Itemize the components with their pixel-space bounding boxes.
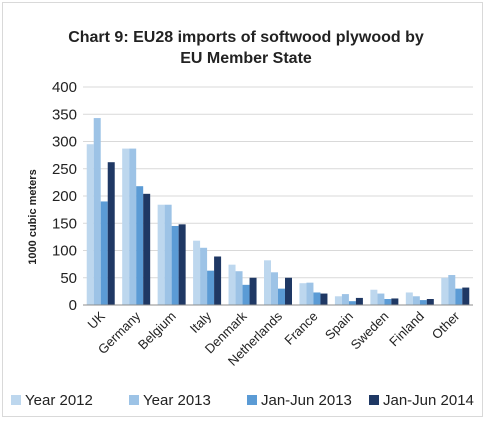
bar-uk-series-2 xyxy=(93,118,101,305)
y-tick-label: 100 xyxy=(52,243,77,260)
y-tick-label: 250 xyxy=(52,161,77,178)
bar-finland-series-4 xyxy=(426,299,434,305)
x-tick-label: UK xyxy=(84,308,108,332)
bar-uk-series-4 xyxy=(107,162,115,305)
bar-denmark-series-3 xyxy=(242,284,250,305)
bar-spain-series-4 xyxy=(355,297,363,305)
x-tick-label: Belgium xyxy=(135,309,179,353)
chart-svg: Chart 9: EU28 imports of softwood plywoo… xyxy=(11,29,474,409)
bar-other-series-4 xyxy=(462,287,470,305)
legend: Year 2012 Year 2013 Jan-Jun 2013 Jan-Jun 20… xyxy=(11,392,474,409)
bar-germany-series-1 xyxy=(122,148,130,305)
bar-finland-series-3 xyxy=(419,300,427,305)
legend-swatch xyxy=(11,395,21,405)
bar-uk-series-3 xyxy=(100,201,108,305)
bar-other-series-3 xyxy=(455,288,463,305)
x-tick-label: France xyxy=(281,309,320,348)
bar-netherlands-series-3 xyxy=(278,288,285,305)
bar-france-series-4 xyxy=(320,293,328,305)
bar-germany-series-3 xyxy=(136,186,144,305)
legend-swatch xyxy=(247,395,257,405)
y-tick-label: 150 xyxy=(52,215,77,232)
bar-spain-series-2 xyxy=(341,294,349,305)
x-tick-label: Finland xyxy=(386,309,427,350)
bars xyxy=(86,118,470,305)
y-tick-label: 300 xyxy=(52,134,77,151)
legend-label: Year 2013 xyxy=(143,392,211,409)
bar-netherlands-series-4 xyxy=(285,277,292,305)
legend-swatch xyxy=(369,395,379,405)
legend-label: Jan-Jun 2014 xyxy=(383,392,474,409)
bar-france-series-1 xyxy=(299,283,307,305)
x-tick-label: Sweden xyxy=(348,309,392,353)
x-tick-label: Italy xyxy=(187,308,215,336)
bar-netherlands-series-1 xyxy=(264,260,271,305)
chart-title-line-1: Chart 9: EU28 imports of softwood plywoo… xyxy=(68,29,424,46)
y-tick-labels: 0 50 100 150 200 250 300 350 400 xyxy=(52,79,77,314)
bar-france-series-3 xyxy=(313,292,321,305)
bar-france-series-2 xyxy=(306,282,314,305)
bar-belgium-series-3 xyxy=(171,225,179,305)
bar-denmark-series-1 xyxy=(228,264,236,305)
bar-denmark-series-4 xyxy=(249,277,257,305)
bar-denmark-series-2 xyxy=(235,271,243,305)
legend-label: Jan-Jun 2013 xyxy=(261,392,352,409)
chart-title-line-2: EU Member State xyxy=(180,50,312,67)
bar-sweden-series-4 xyxy=(391,298,399,305)
bar-spain-series-1 xyxy=(334,296,342,305)
bar-belgium-series-2 xyxy=(164,204,172,305)
bar-sweden-series-1 xyxy=(370,289,378,305)
y-tick-label: 400 xyxy=(52,79,77,96)
bar-sweden-series-3 xyxy=(384,299,392,305)
bar-italy-series-1 xyxy=(193,240,201,305)
bar-netherlands-series-2 xyxy=(271,272,278,305)
bar-sweden-series-2 xyxy=(377,293,385,305)
bar-uk-series-1 xyxy=(86,144,94,305)
bar-italy-series-2 xyxy=(200,247,208,305)
bar-germany-series-4 xyxy=(143,193,151,305)
y-tick-label: 200 xyxy=(52,188,77,205)
y-axis-label: 1000 cubic meters xyxy=(27,169,39,264)
bar-finland-series-1 xyxy=(405,292,413,305)
bar-germany-series-2 xyxy=(129,148,137,305)
bar-spain-series-3 xyxy=(348,301,356,305)
bar-other-series-2 xyxy=(448,275,456,305)
chart-frame: Chart 9: EU28 imports of softwood plywoo… xyxy=(2,2,483,417)
legend-label: Year 2012 xyxy=(25,392,93,409)
bar-italy-series-4 xyxy=(214,256,222,305)
legend-swatch xyxy=(129,395,139,405)
bar-italy-series-3 xyxy=(207,270,215,305)
bar-belgium-series-1 xyxy=(157,204,165,305)
bar-other-series-1 xyxy=(441,277,449,305)
bar-belgium-series-4 xyxy=(178,224,186,305)
y-tick-label: 350 xyxy=(52,106,77,123)
y-tick-label: 50 xyxy=(60,270,77,287)
bar-finland-series-2 xyxy=(412,296,420,305)
x-tick-label: Other xyxy=(429,308,463,342)
y-tick-label: 0 xyxy=(69,297,77,314)
